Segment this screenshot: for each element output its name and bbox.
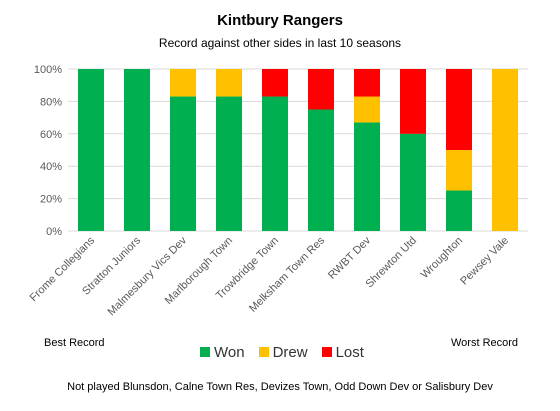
legend-item-drew: Drew [258, 343, 308, 361]
bar-segment-won [446, 190, 472, 231]
legend-label-won: Won [214, 343, 245, 361]
legend-item-won: Won [200, 344, 245, 361]
bar-segment-lost [354, 69, 380, 97]
x-tick-label: Pewsey Vale [458, 235, 511, 288]
y-tick-label: 80% [40, 96, 62, 108]
footnote: Not played Blunsdon, Calne Town Res, Dev… [67, 381, 493, 393]
y-tick-label: 100% [34, 64, 62, 76]
y-tick-label: 60% [40, 129, 62, 141]
legend-swatch-drew [258, 347, 269, 357]
legend-swatch-won [200, 347, 210, 357]
bar-segment-drew [170, 69, 196, 97]
bar-segment-drew [446, 150, 472, 191]
bar-segment-lost [400, 69, 426, 134]
chart-title: Kintbury Rangers [217, 12, 343, 29]
bar-segment-won [170, 96, 196, 231]
bar-segment-won [308, 109, 334, 231]
bar-segment-lost [262, 69, 288, 97]
y-tick-label: 20% [40, 194, 62, 206]
bar-segment-won [400, 133, 426, 231]
legend-swatch-lost [321, 347, 332, 357]
legend-label-drew: Drew [272, 343, 308, 361]
bar-segment-drew [492, 69, 518, 231]
bar-segment-won [354, 122, 380, 231]
bar-segment-drew [216, 69, 242, 97]
legend-item-lost: Lost [321, 343, 364, 361]
worst-record-label: Worst Record [451, 337, 519, 349]
y-tick-label: 0% [46, 226, 62, 238]
y-tick-label: 40% [40, 161, 62, 173]
chart-legend: Won Drew Lost [200, 342, 380, 362]
bar-segment-won [216, 96, 242, 231]
x-tick-label: RWBT Dev [326, 234, 373, 281]
legend-label-lost: Lost [335, 343, 364, 361]
bar-segment-won [262, 96, 288, 231]
chart-subtitle: Record against other sides in last 10 se… [158, 36, 402, 50]
bar-segment-lost [308, 69, 334, 110]
bar-segment-lost [446, 69, 472, 150]
x-tick-label: Malmesbury Vics Dev [106, 234, 190, 318]
x-tick-label: Wroughton [419, 235, 465, 281]
bar-segment-won [78, 69, 104, 231]
bar-segment-won [124, 69, 150, 231]
best-record-label: Best Record [44, 337, 105, 349]
bar-segment-drew [354, 96, 380, 123]
x-tick-label: Melksham Town Res [247, 234, 327, 314]
